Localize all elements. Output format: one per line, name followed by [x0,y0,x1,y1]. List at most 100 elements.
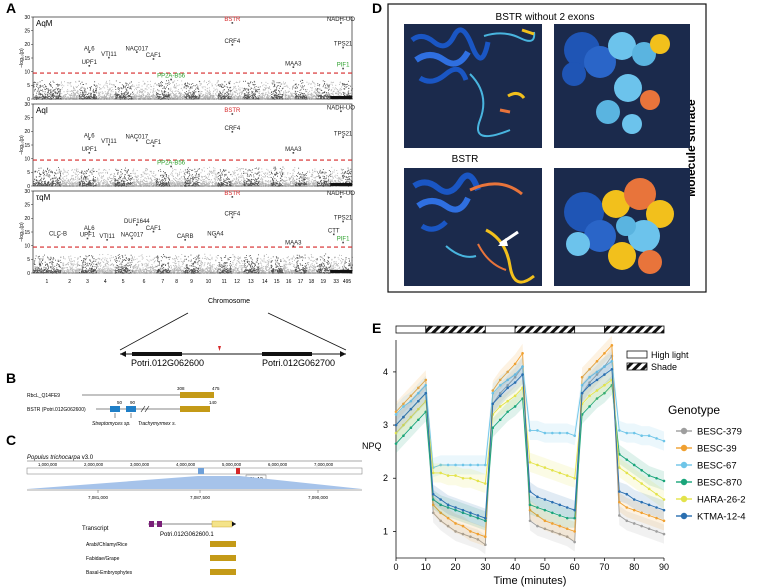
series-point [558,532,562,536]
series-confidence-band [574,343,605,541]
series-point [439,519,442,523]
series-point [439,463,442,467]
manhattan-frame [32,103,353,187]
gene-label: NADH-UO [327,17,355,23]
series-point [551,522,554,525]
gene-label: MAA3 [285,240,302,246]
series-point [536,506,539,509]
series-point [551,468,554,472]
series-point [647,503,651,507]
snp-points [33,254,62,274]
series-point [662,479,666,483]
chromosome-tick-label: 12 [234,279,240,285]
series-point [469,476,472,480]
snp-points [169,79,185,100]
series-point [647,434,651,438]
snp-points [306,80,318,100]
series-point [402,434,405,438]
snp-points [114,254,133,274]
light-block [425,325,486,334]
chromosome-tick-label: 33 [333,279,339,285]
series-point [498,383,502,387]
series-point [469,463,472,467]
panel-d-structures: BSTR without 2 exons BSTR Molecule surfa… [387,3,707,293]
series-point [513,362,517,366]
snp-points [330,81,343,100]
series-point [565,474,569,477]
series-point [655,476,658,480]
gene-label: AL6 [84,226,95,232]
series-point [551,530,554,533]
series-point [588,367,591,371]
series-point [402,423,405,427]
series-point [588,405,591,408]
gene-label: PP2A-B56 [157,161,186,167]
gene-label: NADH-UO [327,105,355,111]
snp-points [132,80,157,100]
shade-legend-swatch [626,362,648,371]
chromosome-tick-label: 10 [206,279,212,285]
series-point [573,540,576,544]
structure-title-top: BSTR without 2 exons [496,12,595,23]
series-point [506,386,509,390]
y-tick-label: 25 [24,202,30,208]
legend-marker [680,495,688,503]
series-point [513,375,517,379]
y-tick-label: 0 [27,97,30,103]
series-point [461,476,465,480]
gene-label: TPS21 [334,42,353,48]
x-tick-label: 80 [629,562,639,572]
series-point [536,524,539,528]
snp-points [61,255,80,274]
gene-hit-point [342,67,344,70]
gene-label: PIF1 [337,63,350,69]
series-point [431,503,435,507]
rbcl-domain [180,392,214,398]
y-tick-label: 10 [24,156,30,162]
snp-points [231,80,244,100]
panel-e-npq-chart: 0 10 20 30 40 50 60 70 80 90 1 2 3 4 Time (minutes) NPQ… [362,325,746,587]
manhattan-frame [32,16,353,100]
snp-points [316,80,331,100]
snp-arrow-icon [218,346,221,351]
y-tick-label: 5 [27,170,30,176]
trait-label: AqM [36,19,53,28]
rbcl-label: RbcL_Q14FE9 [27,393,60,399]
series-point [536,514,539,517]
series-point [595,370,599,374]
x-tick-label: 20 [451,562,461,572]
series-point [655,516,658,520]
gene-label: CARB [177,234,194,240]
gene-label: NADH-UO [327,191,355,197]
top-axis-tick-label: 4,000,000 [176,462,196,467]
series-point [558,524,562,528]
series-point [536,429,539,432]
gene-label: VTI11 [99,234,115,240]
gene-hit-point [231,196,234,198]
series-point [469,511,472,515]
series-point [603,383,606,387]
snp-points [60,81,80,100]
series-point [469,514,472,517]
gene-hit-point [231,130,234,133]
series-point [640,511,643,515]
rbcl-end: 475 [212,386,220,391]
light-block [484,325,516,334]
gene-hit-point [136,223,138,226]
series-point [625,471,629,475]
gene-hit-point [152,145,155,147]
legend-label: HARA-26-2 [697,495,746,506]
series-point [655,437,658,440]
snp-points [33,80,62,100]
gene-hit-point [88,65,91,67]
series-point [536,495,539,499]
bstr-label: BSTR (Potri.012G062600) [27,407,86,413]
snp-points [78,80,98,100]
gene-hit-point [136,139,138,142]
series-point [394,431,398,435]
gene1-label: Potri.012G062600 [131,358,204,368]
series-point [521,365,524,368]
group-label-2: Fabidae/Grape [86,556,120,562]
snp-points [243,80,260,100]
